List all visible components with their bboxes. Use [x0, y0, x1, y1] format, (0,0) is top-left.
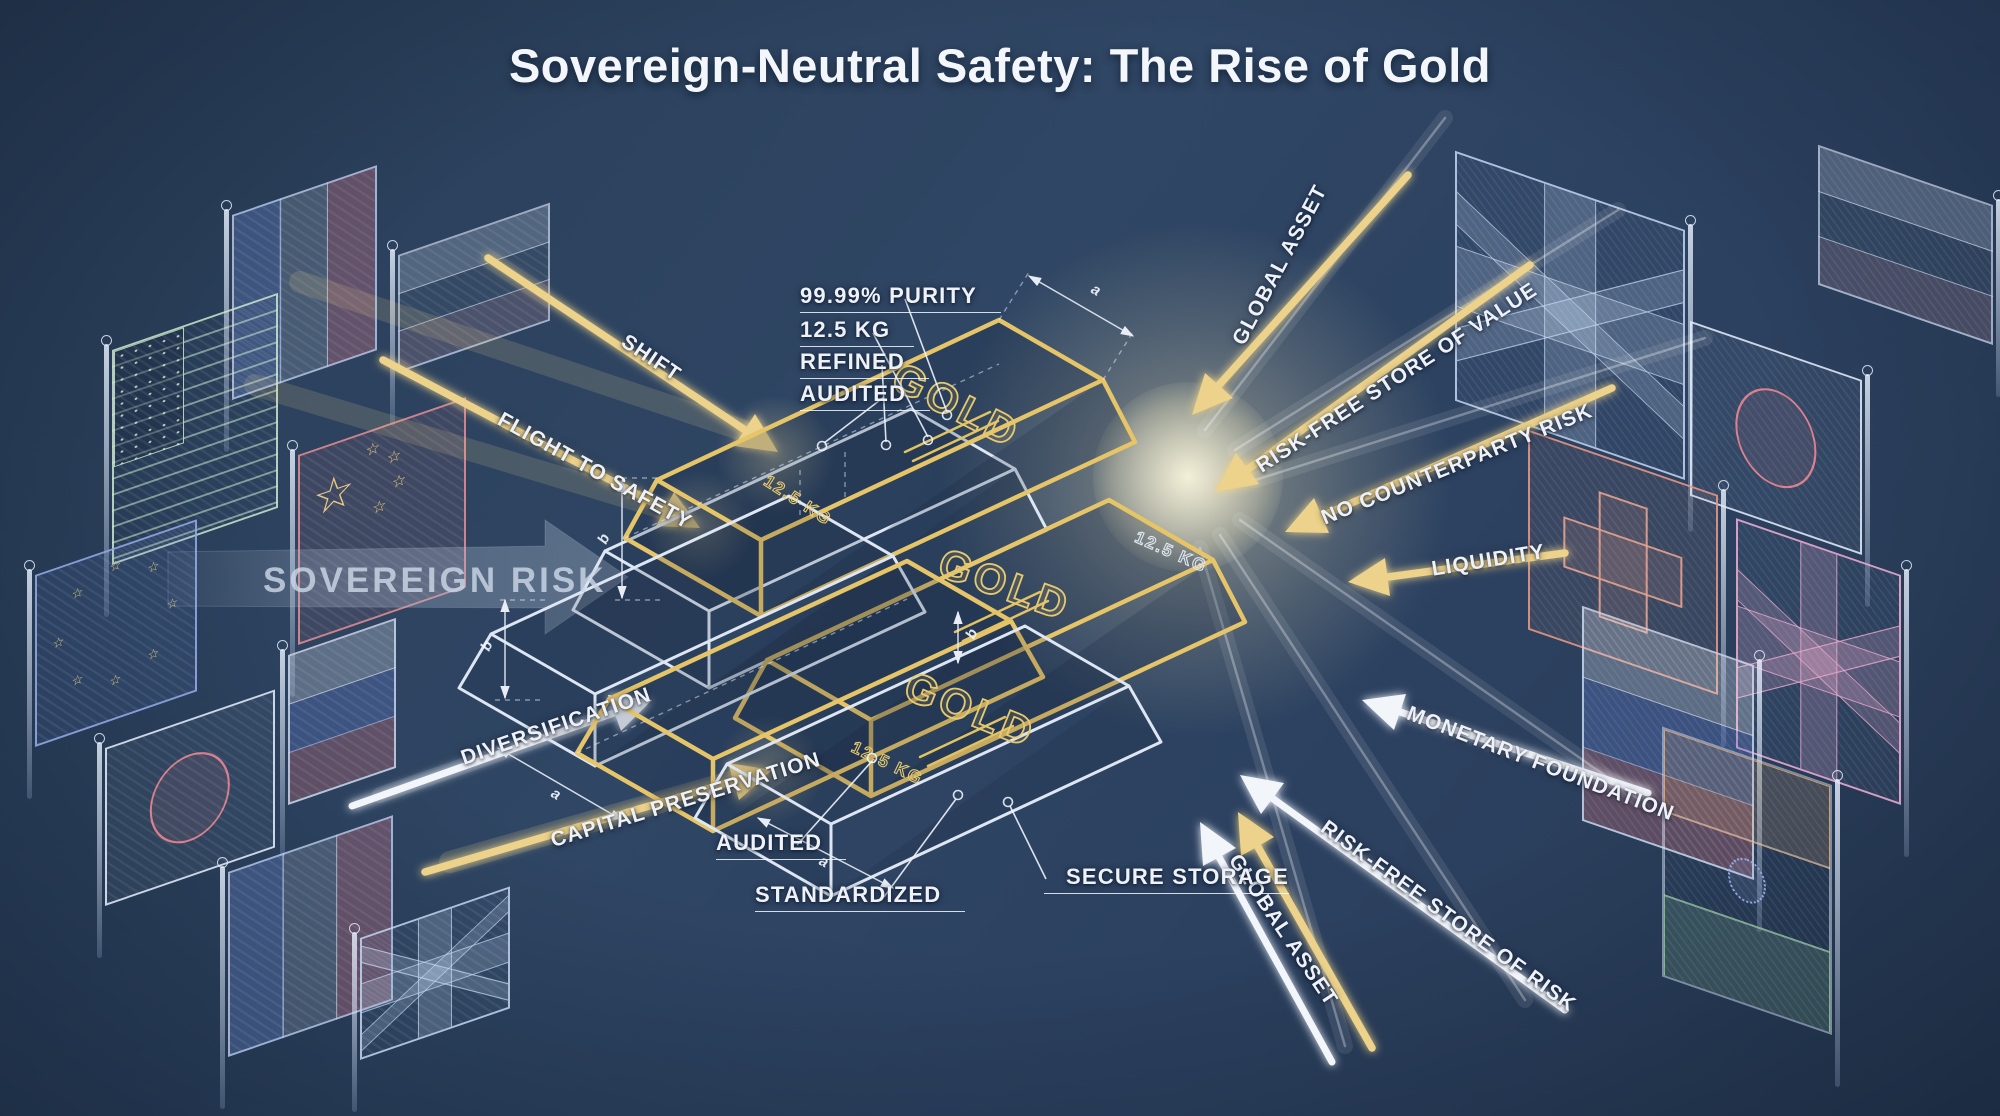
flagpole-icon — [349, 923, 360, 1112]
flagpole-icon — [1718, 480, 1729, 747]
flag-france-2 — [217, 815, 393, 1109]
flag-india — [1662, 726, 1843, 1087]
page-title: Sovereign-Neutral Safety: The Rise of Go… — [508, 39, 1492, 92]
svg-text:b: b — [594, 531, 613, 546]
annotation-audited-bottom: AUDITED — [716, 830, 847, 860]
flagpole-icon — [217, 857, 228, 1109]
flag-usa — [101, 292, 278, 617]
arrow-risk-free-store-of-risk — [1240, 775, 1569, 1014]
annotation-audited-top: AUDITED — [800, 381, 931, 411]
flagpole-icon — [387, 240, 398, 425]
flagpole-icon — [101, 335, 112, 617]
flag-eu: ☆ ☆ ☆ ☆ ☆ ☆ ☆ ☆ — [24, 519, 197, 799]
label-sovereign-risk: SOVEREIGN RISK — [263, 561, 607, 600]
arrow-global-asset-bottom — [1200, 822, 1336, 1066]
flag-netherlands — [387, 202, 550, 425]
leader-lines — [796, 298, 1047, 898]
gold-bar-stack: GOLD GOLD GOLD 12.5 KG 12.5 KG 12.5 KG a… — [457, 271, 1248, 898]
flag-netherlands-right — [1818, 144, 2000, 397]
flag-japan-right — [1690, 320, 1873, 607]
flagpole-icon — [24, 560, 35, 799]
arrow-liquidity — [1348, 549, 1569, 596]
arrow-monetary-foundation — [1362, 694, 1652, 797]
flag-japan — [94, 689, 275, 958]
flagpole-icon — [277, 640, 288, 857]
flag-uk-left — [349, 886, 510, 1112]
svg-text:a: a — [1088, 281, 1104, 300]
sovereign-risk-arrow — [167, 519, 629, 635]
svg-text:a: a — [548, 785, 564, 804]
flagpole-icon — [94, 733, 105, 958]
flagpole-icon — [1832, 770, 1843, 1087]
flag-russia-left — [277, 617, 396, 857]
annotation-standardized: STANDARDIZED — [755, 882, 966, 912]
annotation-secure-storage: SECURE STORAGE — [1044, 864, 1289, 894]
flagpole-icon — [1862, 365, 1873, 607]
annotation-purity: 99.99% PURITY — [800, 283, 1002, 313]
annotation-refined: REFINED — [800, 349, 929, 379]
flag-switzerland — [1528, 429, 1729, 747]
annotation-weight: 12.5 KG — [800, 317, 915, 347]
arrow-no-counterparty-risk — [1285, 384, 1616, 533]
gold-bar — [457, 494, 927, 768]
flag-uk-right-2 — [1736, 518, 1912, 857]
arrow-global-asset-bottom-gold — [1238, 812, 1376, 1052]
gold-bar — [574, 558, 1046, 834]
flagpole-icon — [1993, 190, 2000, 397]
flagpole-icon — [1901, 560, 1912, 857]
